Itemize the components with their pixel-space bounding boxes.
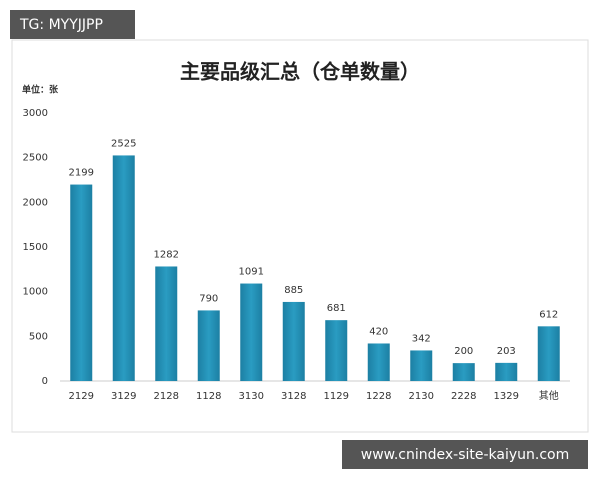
bar xyxy=(495,362,518,381)
badge-box xyxy=(10,10,135,39)
bar xyxy=(240,283,263,381)
data-label: 203 xyxy=(497,346,516,357)
data-label: 790 xyxy=(199,293,218,304)
bar xyxy=(282,301,305,381)
data-label: 1091 xyxy=(239,267,264,278)
data-label: 681 xyxy=(327,303,346,314)
y-tick-label: 1000 xyxy=(23,287,48,298)
x-tick-label: 1228 xyxy=(366,391,391,402)
x-tick-label: 2228 xyxy=(451,391,476,402)
badge-box xyxy=(342,440,588,469)
data-label: 2525 xyxy=(111,138,136,149)
x-tick-label: 2130 xyxy=(409,391,434,402)
y-tick-label: 0 xyxy=(42,376,48,387)
bar xyxy=(155,266,178,381)
chart-title: 主要品级汇总（仓单数量） xyxy=(180,60,420,84)
bar xyxy=(197,310,220,381)
x-tick-label: 1129 xyxy=(324,391,349,402)
bar xyxy=(70,184,93,381)
bar xyxy=(112,155,135,381)
data-label: 885 xyxy=(284,285,303,296)
y-tick-label: 1500 xyxy=(23,242,48,253)
y-axis-label: 单位：张 xyxy=(22,84,59,96)
data-label: 2199 xyxy=(69,168,94,179)
data-label: 200 xyxy=(454,346,473,357)
badge: www.cnindex-site-kaiyun.com xyxy=(361,447,570,463)
bar xyxy=(410,350,433,381)
y-tick-label: 2500 xyxy=(23,153,48,164)
x-tick-label: 2128 xyxy=(154,391,179,402)
x-tick-label: 1128 xyxy=(196,391,221,402)
x-tick-label: 2129 xyxy=(69,391,94,402)
x-tick-label: 1329 xyxy=(494,391,519,402)
x-tick-label: 3129 xyxy=(111,391,136,402)
bar xyxy=(452,363,475,381)
bar xyxy=(367,343,390,381)
x-tick-label: 3128 xyxy=(281,391,306,402)
bar xyxy=(537,326,560,381)
x-tick-label: 其他 xyxy=(539,389,559,402)
data-label: 612 xyxy=(539,309,558,320)
x-tick-label: 3130 xyxy=(239,391,264,402)
y-tick-label: 2000 xyxy=(23,197,48,208)
badge: TG: MYYJJPP xyxy=(19,17,103,33)
y-tick-label: 3000 xyxy=(23,108,48,119)
data-label: 420 xyxy=(369,326,388,337)
bar xyxy=(325,320,348,381)
y-tick-label: 500 xyxy=(29,331,48,342)
data-label: 1282 xyxy=(154,249,179,260)
data-label: 342 xyxy=(412,333,431,344)
